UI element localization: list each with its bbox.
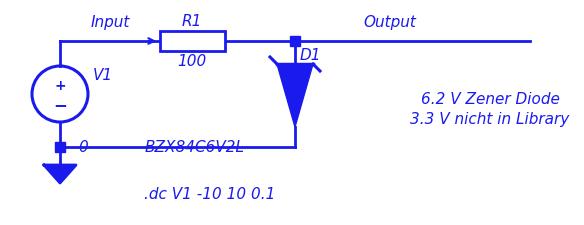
Polygon shape bbox=[44, 165, 76, 183]
Text: 100: 100 bbox=[178, 54, 207, 69]
Text: R1: R1 bbox=[182, 14, 202, 29]
Text: Output: Output bbox=[364, 14, 416, 29]
Text: Input: Input bbox=[91, 14, 130, 29]
Polygon shape bbox=[277, 65, 313, 127]
Text: BZX84C6V2L: BZX84C6V2L bbox=[145, 140, 245, 155]
Text: V1: V1 bbox=[93, 67, 113, 82]
Text: +: + bbox=[54, 79, 66, 93]
Text: −: − bbox=[53, 96, 67, 113]
Bar bbox=[160, 32, 225, 52]
Text: 6.2 V Zener Diode: 6.2 V Zener Diode bbox=[420, 92, 559, 107]
Text: .dc V1 -10 10 0.1: .dc V1 -10 10 0.1 bbox=[144, 187, 276, 202]
Text: D1: D1 bbox=[300, 47, 322, 62]
Text: 0: 0 bbox=[78, 140, 88, 155]
Text: 3.3 V nicht in Library: 3.3 V nicht in Library bbox=[411, 112, 569, 127]
